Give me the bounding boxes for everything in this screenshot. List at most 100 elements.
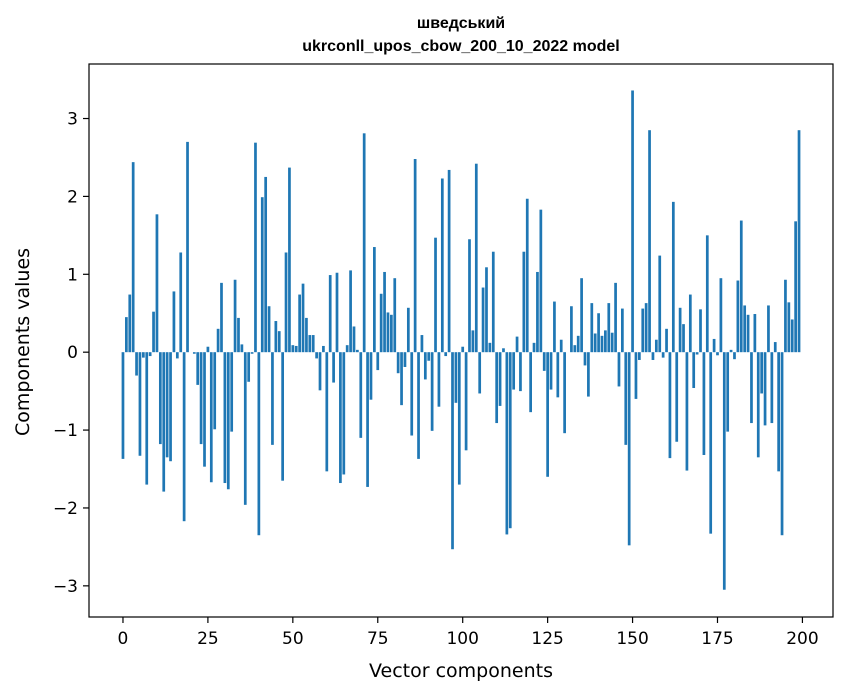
bar xyxy=(345,345,349,353)
bar xyxy=(121,352,125,459)
bar xyxy=(753,314,757,353)
y-tick-label: −3 xyxy=(53,577,78,597)
bar xyxy=(495,352,499,424)
bar xyxy=(505,352,509,535)
bar xyxy=(576,335,580,353)
bar xyxy=(634,352,638,399)
bar xyxy=(512,352,516,390)
bar xyxy=(318,352,322,391)
bar xyxy=(162,352,166,492)
bar xyxy=(339,352,342,484)
x-tick-label: 25 xyxy=(197,629,219,649)
bar xyxy=(125,317,128,353)
bar xyxy=(131,162,135,353)
bar xyxy=(695,352,699,355)
bar xyxy=(712,338,716,353)
x-axis-label: Vector components xyxy=(369,660,553,682)
bar xyxy=(519,352,522,392)
bar xyxy=(250,352,254,354)
bar xyxy=(142,352,145,358)
bar xyxy=(271,352,274,445)
bar xyxy=(559,339,563,353)
bar xyxy=(311,335,315,353)
bar xyxy=(532,342,536,353)
bar xyxy=(155,214,159,353)
bar xyxy=(678,307,682,353)
bar xyxy=(542,352,546,371)
bar xyxy=(182,352,186,522)
bar xyxy=(688,294,692,353)
bar xyxy=(430,352,434,431)
bar xyxy=(794,221,797,353)
bar xyxy=(400,352,403,406)
bar xyxy=(165,352,169,458)
bar xyxy=(240,344,244,353)
bar xyxy=(610,332,614,353)
plot-frame xyxy=(88,63,834,618)
bar xyxy=(352,326,356,353)
y-tick-label: −1 xyxy=(53,421,78,441)
y-tick-label: 0 xyxy=(67,343,78,363)
bar xyxy=(705,235,709,353)
bar xyxy=(386,312,390,353)
bar xyxy=(420,335,424,353)
bar xyxy=(135,352,138,376)
bar xyxy=(604,330,607,353)
bar xyxy=(763,352,767,426)
bar xyxy=(661,352,665,358)
bar xyxy=(447,169,451,353)
bar xyxy=(641,308,645,353)
bar xyxy=(322,345,325,353)
bar xyxy=(148,352,152,357)
bar xyxy=(308,335,312,353)
x-tick-label: 75 xyxy=(367,629,389,649)
bar xyxy=(199,352,203,445)
bar xyxy=(478,352,482,394)
bar xyxy=(145,352,149,485)
bar xyxy=(685,352,689,471)
bar xyxy=(454,352,458,403)
bar xyxy=(423,352,427,380)
bar xyxy=(379,293,383,353)
y-axis-ticks: −3 −2 −1 0 1 2 3 xyxy=(53,110,89,597)
bar xyxy=(288,167,291,353)
bar xyxy=(294,345,298,353)
bar xyxy=(498,352,502,406)
bar xyxy=(671,201,675,353)
bar xyxy=(722,352,726,590)
y-tick-label: 1 xyxy=(67,265,78,285)
bar xyxy=(206,346,210,353)
bar xyxy=(437,352,441,407)
bar xyxy=(406,307,410,353)
bar xyxy=(631,90,634,353)
bar xyxy=(529,352,532,413)
bar xyxy=(525,198,529,353)
bar xyxy=(247,352,251,382)
bar xyxy=(264,176,268,353)
y-tick-label: −2 xyxy=(53,499,78,519)
bar xyxy=(220,282,223,353)
bar xyxy=(746,314,750,353)
bar xyxy=(784,279,787,353)
bar xyxy=(291,345,295,353)
bar xyxy=(257,352,261,536)
bar xyxy=(658,255,662,353)
bar xyxy=(739,220,743,353)
bar xyxy=(515,336,519,353)
bar xyxy=(328,275,332,353)
bar xyxy=(787,302,791,353)
bar xyxy=(298,294,301,353)
bar xyxy=(756,352,760,458)
bar xyxy=(597,313,600,353)
bar xyxy=(654,339,658,353)
bar xyxy=(342,352,346,475)
bar xyxy=(376,352,380,371)
bar xyxy=(464,352,468,451)
bar xyxy=(491,251,495,353)
bar xyxy=(203,352,206,467)
bar xyxy=(451,352,454,550)
bar xyxy=(267,306,271,353)
bar xyxy=(440,178,444,353)
bar xyxy=(508,352,512,529)
bar xyxy=(216,328,220,353)
